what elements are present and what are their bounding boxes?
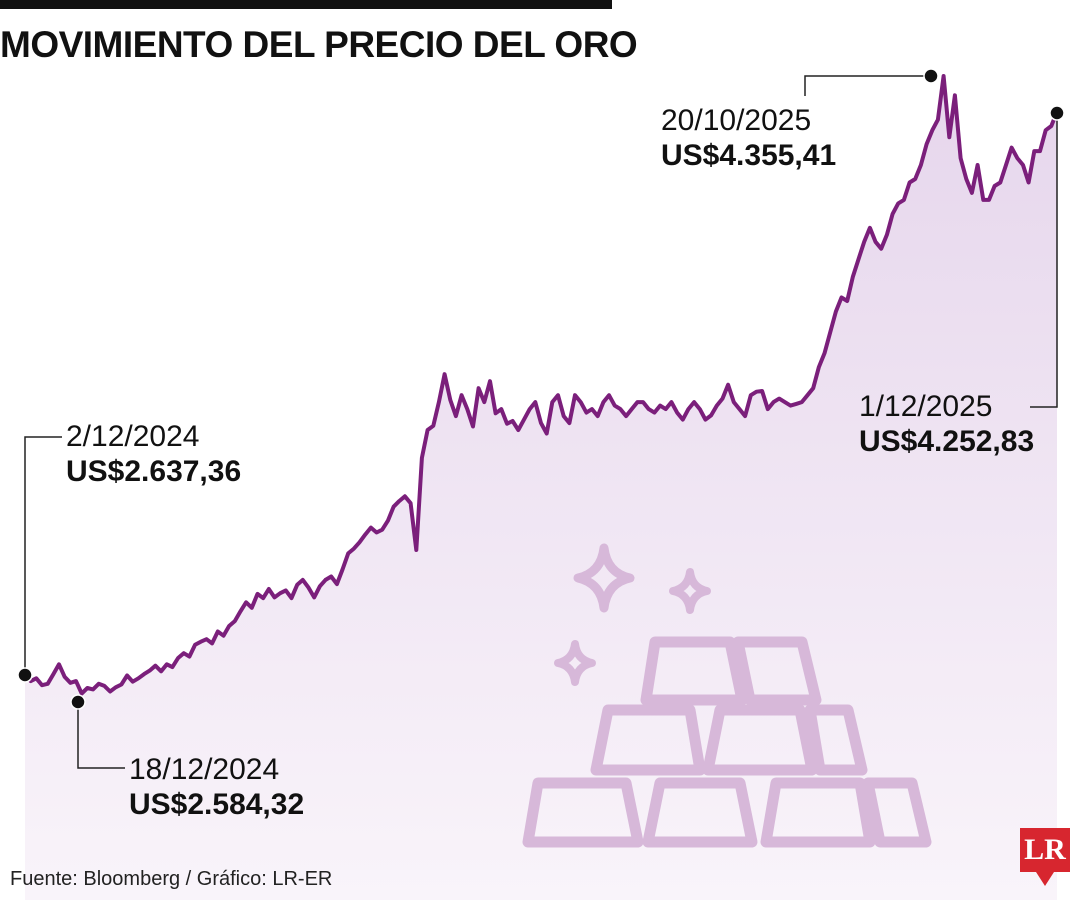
leader-line-peak [804,75,931,96]
annotation-low: 18/12/2024 US$2.584,32 [129,753,304,823]
leader-line-end [1030,113,1058,408]
chart-title: MOVIMIENTO DEL PRECIO DEL ORO [0,24,638,65]
annotation-start: 2/12/2024 US$2.637,36 [66,420,241,490]
point-peak [923,68,939,84]
point-start [17,667,33,683]
point-low [70,694,86,710]
lr-logo-tail [1036,872,1054,886]
point-end [1049,105,1065,121]
lr-logo: LR [1020,828,1070,872]
annotation-start-value: US$2.637,36 [66,455,242,488]
price-line [23,74,1059,696]
annotation-end: 1/12/2025 US$4.252,83 [859,390,1034,460]
annotation-low-value: US$2.584,32 [129,788,305,821]
annotation-low-date: 18/12/2024 [129,753,280,786]
annotation-peak-date: 20/10/2025 [661,104,812,137]
leader-line-start [24,436,62,675]
source-credit: Fuente: Bloomberg / Gráfico: LR-ER [10,868,333,890]
leader-line-low [77,702,125,769]
annotation-start-date: 2/12/2024 [66,420,200,453]
annotation-peak: 20/10/2025 US$4.355,41 [661,104,836,174]
price-area [25,76,1057,900]
gold-bars-icon [522,543,932,848]
annotation-peak-value: US$4.355,41 [661,139,837,172]
top-rule [0,0,612,9]
annotation-end-date: 1/12/2025 [859,390,993,423]
annotation-end-value: US$4.252,83 [859,425,1035,458]
